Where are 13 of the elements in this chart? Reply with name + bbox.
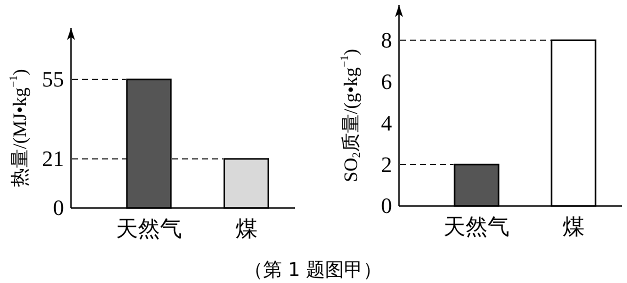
y-tick-label: 2 — [381, 152, 392, 177]
x-tick-label: 煤 — [235, 217, 258, 242]
text: （第 1 题图甲） — [244, 259, 382, 281]
y-tick-label: 21 — [42, 146, 64, 172]
y-tick-label: 8 — [381, 27, 392, 52]
y-tick-label: 4 — [381, 110, 392, 136]
x-tick-label: 煤 — [562, 215, 585, 240]
y-tick-label: 55 — [42, 66, 64, 92]
x-tick-label: 天然气 — [116, 217, 182, 242]
x-tick-label: 天然气 — [444, 215, 510, 240]
y-tick-label: 0 — [53, 195, 64, 220]
y-tick-label: 6 — [381, 68, 392, 94]
y-tick-label: 0 — [381, 193, 392, 218]
